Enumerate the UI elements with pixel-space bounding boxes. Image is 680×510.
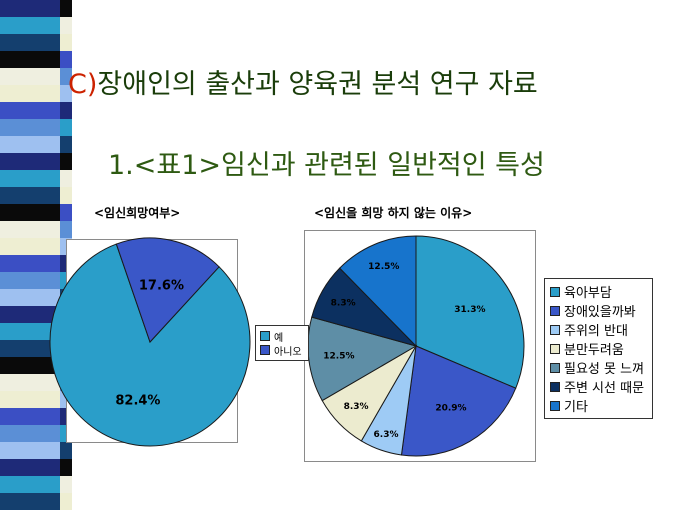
legend-label: 육아부담 — [564, 286, 612, 301]
chart2-data-label: 8.3% — [331, 298, 356, 308]
chart2-legend-item: 육아부담 — [550, 282, 644, 301]
legend-label: 예 — [274, 332, 284, 344]
chart1-slice — [115, 237, 220, 343]
chart1-legend: 예 아니오 — [255, 325, 309, 361]
chart2-legend: 육아부담 장애있을까봐 주위의 반대 분만두려움 필요성 못 느껴 주변 시선 … — [544, 278, 654, 419]
legend-label: 주위의 반대 — [564, 324, 628, 339]
legend-label: 주변 시선 때문 — [564, 381, 645, 396]
legend-swatch — [260, 331, 270, 341]
slide-subtitle: 1.<표1>임신과 관련된 일반적인 특성 — [108, 150, 545, 181]
chart2-legend-item: 분만두려움 — [550, 339, 644, 358]
chart1-legend-item: 예 — [260, 329, 302, 344]
legend-label: 장애있을까봐 — [564, 305, 636, 320]
legend-swatch — [550, 400, 560, 411]
chart2-title: <임신을 희망 하지 않는 이유> — [314, 206, 473, 220]
chart1-title: <임신희망여부> — [94, 206, 181, 220]
legend-label: 분만두려움 — [564, 343, 624, 358]
chart2-data-label: 12.5% — [323, 352, 354, 362]
legend-swatch — [550, 343, 560, 354]
legend-label: 기타 — [564, 400, 588, 415]
legend-swatch — [550, 324, 560, 335]
chart2-legend-item: 장애있을까봐 — [550, 301, 644, 320]
chart1-data-label: 17.6% — [139, 279, 184, 294]
chart1-legend-item: 아니오 — [260, 343, 302, 358]
chart1-slice — [49, 243, 251, 447]
legend-swatch — [550, 286, 560, 297]
chart2-slice — [415, 235, 525, 389]
chart2-data-label: 20.9% — [435, 404, 466, 414]
chart2-legend-item: 필요성 못 느껴 — [550, 358, 644, 377]
chart2-slice — [338, 235, 417, 348]
chart2-legend-item: 주변 시선 때문 — [550, 377, 644, 396]
slide-title-prefix: C) — [68, 69, 98, 100]
slide-title: C)장애인의 출산과 양육권 분석 연구 자료 — [68, 62, 538, 101]
legend-label: 아니오 — [274, 346, 302, 358]
chart2-legend-item: 주위의 반대 — [550, 320, 644, 339]
chart2-data-label: 31.3% — [454, 305, 485, 315]
legend-swatch — [550, 362, 560, 373]
chart2-legend-item: 기타 — [550, 396, 644, 415]
chart2-data-label: 12.5% — [368, 262, 399, 272]
legend-swatch — [550, 381, 560, 392]
chart2-slice — [307, 316, 418, 402]
chart2-data-label: 8.3% — [344, 402, 369, 412]
legend-swatch — [260, 345, 270, 355]
legend-label: 필요성 못 느껴 — [564, 362, 645, 377]
chart1-data-label: 82.4% — [115, 393, 160, 408]
legend-swatch — [550, 305, 560, 316]
slide-title-text: 장애인의 출산과 양육권 분석 연구 자료 — [97, 69, 538, 100]
chart2-data-label: 6.3% — [374, 430, 399, 440]
chart2-slice — [400, 345, 517, 457]
